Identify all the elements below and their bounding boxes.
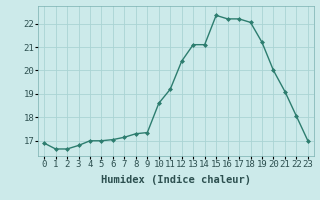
X-axis label: Humidex (Indice chaleur): Humidex (Indice chaleur) [101,175,251,185]
